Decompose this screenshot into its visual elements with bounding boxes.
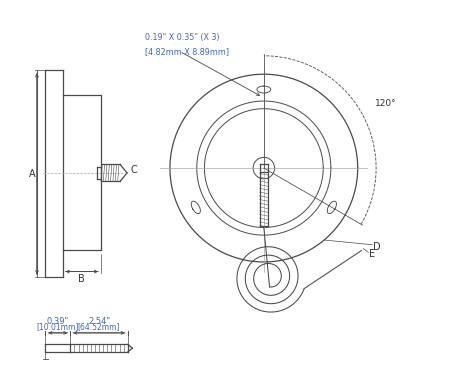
Text: E: E <box>369 249 375 259</box>
Text: [4.82mm X 8.89mm]: [4.82mm X 8.89mm] <box>145 47 229 56</box>
Text: [64.52mm]: [64.52mm] <box>78 322 120 331</box>
Text: C: C <box>130 165 137 175</box>
Text: 2.54": 2.54" <box>88 317 110 326</box>
Text: D: D <box>373 242 381 252</box>
Text: A: A <box>29 169 36 179</box>
Text: 120°: 120° <box>375 100 396 108</box>
Text: [10.01mm]: [10.01mm] <box>37 322 79 331</box>
Text: B: B <box>78 274 85 284</box>
Text: 0.39": 0.39" <box>47 317 69 326</box>
Text: 0.19" X 0.35" (X 3): 0.19" X 0.35" (X 3) <box>145 33 220 42</box>
